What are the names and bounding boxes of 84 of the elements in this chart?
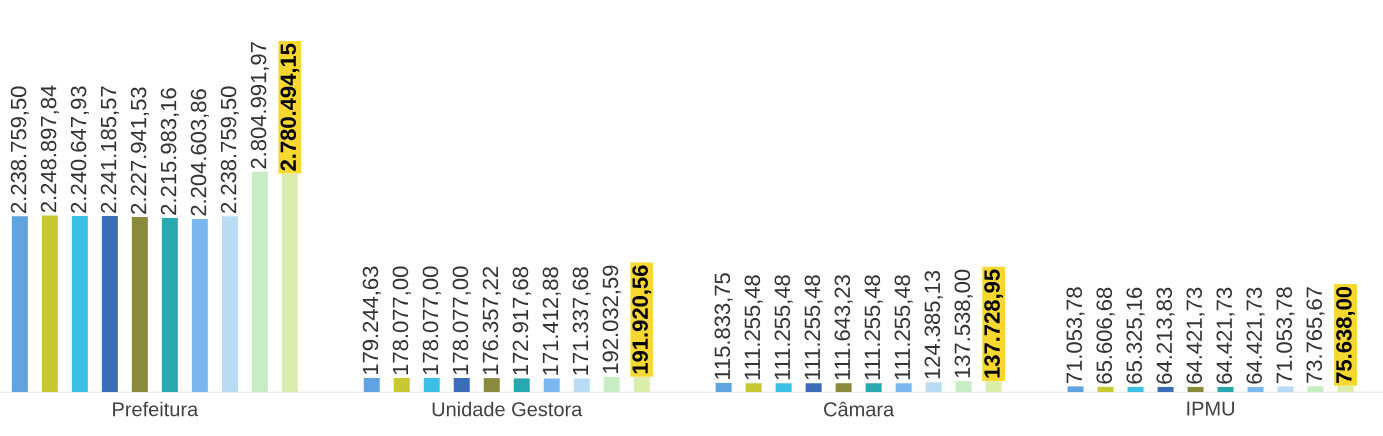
data-label: 2.241.185,57 <box>100 86 119 213</box>
bar <box>1217 386 1234 392</box>
data-label: 137.538,00 <box>954 269 973 378</box>
data-label: 137.728,95 <box>984 269 1004 378</box>
data-label: 111.255,48 <box>804 275 823 380</box>
bar <box>191 218 208 392</box>
data-label: 178.077,00 <box>452 266 471 375</box>
data-label: 2.238.759,50 <box>220 86 239 213</box>
data-label: 191.920,56 <box>632 265 652 374</box>
data-label: 65.606,68 <box>1096 287 1115 384</box>
data-label: 179.244,63 <box>362 266 381 375</box>
bar <box>393 378 410 392</box>
bar <box>775 383 792 392</box>
data-label: 124.385,13 <box>924 270 943 379</box>
bar <box>11 216 28 392</box>
data-label: 2.804.991,97 <box>250 42 269 169</box>
bar <box>251 171 268 392</box>
bar <box>1127 386 1144 392</box>
x-tick-label: Unidade Gestora <box>432 401 583 417</box>
bar <box>41 215 58 392</box>
bar <box>835 383 852 392</box>
bar <box>603 376 620 392</box>
data-label: 176.357,22 <box>482 266 501 375</box>
data-label: 64.421,73 <box>1186 287 1205 384</box>
bar <box>1247 386 1264 392</box>
bar <box>573 378 590 392</box>
bar <box>715 382 732 392</box>
bar <box>161 218 178 392</box>
bar <box>131 217 148 392</box>
bar <box>1187 386 1204 392</box>
data-label: 111.255,48 <box>894 275 913 380</box>
bar <box>633 376 650 392</box>
data-label: 111.255,48 <box>744 275 763 380</box>
data-label: 71.053,78 <box>1066 287 1085 384</box>
data-label: 111.643,23 <box>834 275 853 380</box>
bar <box>543 378 560 392</box>
data-label: 75.638,00 <box>1336 286 1355 383</box>
data-label: 111.255,48 <box>774 275 793 380</box>
data-label: 171.412,88 <box>542 267 561 375</box>
data-label: 64.213,83 <box>1156 287 1175 384</box>
data-label: 2.240.647,93 <box>70 86 89 213</box>
data-label: 2.238.759,50 <box>10 86 29 213</box>
bar <box>1097 386 1114 392</box>
data-label: 2.248.897,84 <box>40 85 59 213</box>
bar <box>423 378 440 392</box>
bar <box>985 381 1002 392</box>
data-label: 2.204.603,86 <box>190 89 209 216</box>
data-label: 171.337,68 <box>572 267 591 375</box>
data-label: 172.917,68 <box>512 267 531 375</box>
data-label: 2.780.494,15 <box>280 43 300 171</box>
data-label: 178.077,00 <box>392 266 411 375</box>
data-label: 2.215.983,16 <box>160 88 179 215</box>
bar <box>453 378 470 392</box>
bar <box>1337 386 1354 392</box>
data-label: 64.421,73 <box>1246 287 1265 384</box>
bar <box>1307 386 1324 392</box>
bar <box>71 216 88 392</box>
bar <box>281 173 298 392</box>
x-tick-label: Prefeitura <box>113 401 199 417</box>
bar <box>925 382 942 392</box>
bar <box>1277 386 1294 392</box>
bar <box>895 383 912 392</box>
bar <box>1067 386 1084 392</box>
x-tick-label: Câmara <box>824 401 895 417</box>
data-label: 115.833,75 <box>714 273 733 380</box>
data-label: 178.077,00 <box>422 266 441 375</box>
bar <box>805 383 822 392</box>
bar <box>865 383 882 392</box>
data-label: 71.053,78 <box>1276 287 1295 384</box>
bar <box>221 216 238 392</box>
data-label: 64.421,73 <box>1216 287 1235 384</box>
bar <box>955 381 972 392</box>
data-label: 192.032,59 <box>602 265 621 374</box>
bar <box>513 378 530 392</box>
bar <box>483 378 500 392</box>
bar <box>745 383 762 392</box>
x-tick-label: IPMU <box>1187 401 1234 416</box>
bar <box>363 377 380 392</box>
data-label: 111.255,48 <box>864 275 883 380</box>
data-label: 2.227.941,53 <box>130 87 149 214</box>
bar <box>101 216 118 392</box>
bar <box>1157 386 1174 392</box>
data-label: 65.325,16 <box>1126 287 1145 384</box>
data-label: 73.765,67 <box>1306 287 1325 383</box>
